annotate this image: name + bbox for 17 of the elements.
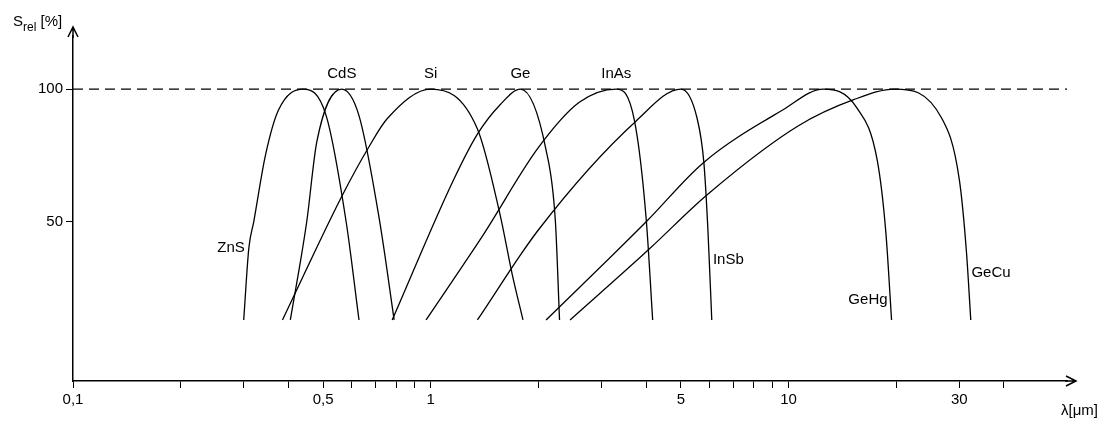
x-tick-label: 0,1 [62, 390, 84, 408]
x-tick-label: 5 [676, 390, 686, 408]
x-tick-label: 30 [950, 390, 968, 408]
series-label: CdS [327, 64, 357, 82]
series-label: GeHg [848, 290, 888, 308]
x-tick-label: 10 [780, 390, 797, 408]
y-tick-label: 100 [37, 79, 63, 97]
x-tick-label: 0,5 [312, 390, 334, 408]
series-label: InAs [601, 64, 632, 82]
x-tick-label: 1 [426, 390, 435, 408]
y-tick-label: 50 [46, 211, 63, 229]
x-axis-title: λ[μm] [1061, 401, 1099, 418]
series-label: ZnS [217, 238, 245, 256]
series-label: Ge [510, 64, 531, 82]
series-label: Si [424, 64, 438, 82]
series-label: GeCu [971, 263, 1011, 281]
series-label: InSb [712, 249, 744, 267]
